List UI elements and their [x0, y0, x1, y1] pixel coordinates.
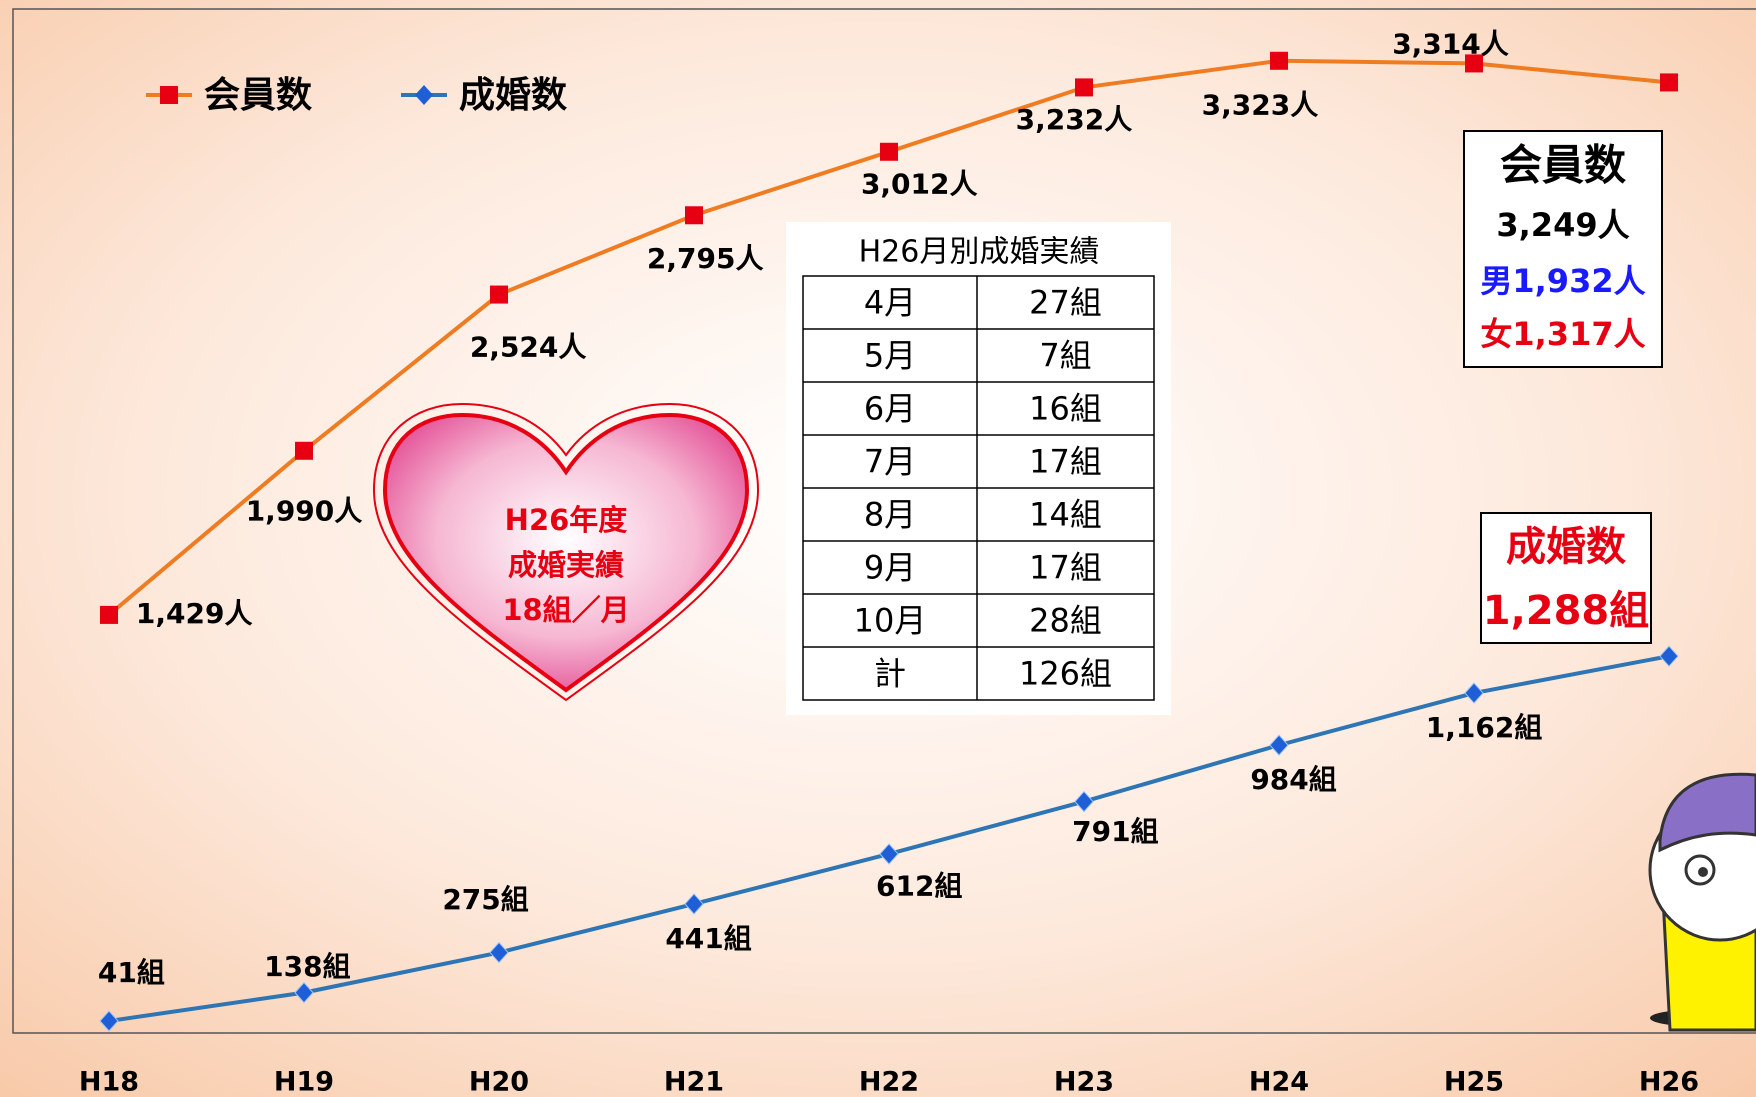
- data-label: 984組: [1250, 763, 1336, 796]
- table-cell: 27組: [1029, 284, 1102, 322]
- data-label: 41組: [98, 956, 165, 989]
- table-background: [786, 222, 1171, 715]
- data-label: 275組: [442, 883, 528, 916]
- table-cell: 7月: [864, 443, 916, 481]
- marriage-box-title: 成婚数: [1506, 524, 1626, 570]
- x-tick-label: H18: [79, 1067, 139, 1097]
- member-box-title: 会員数: [1500, 141, 1626, 190]
- member-male: 男1,932人: [1480, 262, 1645, 300]
- table-cell: 6月: [864, 390, 916, 428]
- marriage-total: 1,288組: [1483, 588, 1650, 634]
- data-label: 3,314人: [1392, 27, 1509, 60]
- table-cell: 計: [874, 655, 906, 693]
- table-cell: 5月: [864, 337, 916, 375]
- data-label: 791組: [1072, 815, 1158, 848]
- marker: [1660, 73, 1678, 91]
- table-cell: 126組: [1019, 655, 1112, 693]
- data-label: 441組: [665, 922, 751, 955]
- x-tick-label: H26: [1639, 1067, 1699, 1097]
- table-cell: 17組: [1029, 443, 1102, 481]
- legend-marker: [160, 86, 178, 104]
- x-tick-label: H22: [859, 1067, 919, 1097]
- x-tick-label: H20: [469, 1067, 529, 1097]
- marker: [490, 286, 508, 304]
- marker: [295, 442, 313, 460]
- table-cell: 14組: [1029, 496, 1102, 534]
- monthly-table: H26月別成婚実績 4月 27組 5月 7組 6月 16組 7月 17組 8月 14組 9月 17組 1…: [786, 222, 1171, 715]
- marker: [685, 206, 703, 224]
- data-label: 2,524人: [470, 330, 587, 363]
- heart-text: 18組／月: [502, 593, 629, 627]
- heart-text: 成婚実績: [508, 548, 624, 582]
- chart: H26年度 成婚実績 18組／月 会員数 3,249人 男1,932人 女1,3…: [0, 0, 1756, 1097]
- legend-label: 成婚数: [459, 75, 567, 116]
- x-tick-label: H25: [1444, 1067, 1504, 1097]
- table-cell: 10月: [854, 602, 927, 640]
- table-cell: 4月: [864, 284, 916, 322]
- marker: [1075, 78, 1093, 96]
- data-label: 138組: [264, 950, 350, 983]
- data-label: 612組: [876, 870, 962, 903]
- x-tick-label: H24: [1249, 1067, 1309, 1097]
- table-cell: 8月: [864, 496, 916, 534]
- member-total: 3,249人: [1496, 206, 1629, 244]
- table-title: H26月別成婚実績: [859, 235, 1100, 270]
- data-label: 1,429人: [136, 597, 253, 630]
- data-label: 2,795人: [647, 242, 764, 275]
- table-cell: 28組: [1029, 602, 1102, 640]
- data-label: 3,323人: [1202, 89, 1319, 122]
- table-cell: 7組: [1039, 337, 1091, 375]
- member-female: 女1,317人: [1480, 315, 1645, 353]
- x-tick-label: H19: [274, 1067, 334, 1097]
- table-cell: 17組: [1029, 549, 1102, 587]
- legend-label: 会員数: [204, 75, 312, 116]
- marker: [1270, 52, 1288, 70]
- heart-text: H26年度: [505, 503, 628, 537]
- x-tick-label: H23: [1054, 1067, 1114, 1097]
- data-label: 3,012人: [861, 167, 978, 200]
- marker: [880, 143, 898, 161]
- table-cell: 9月: [864, 549, 916, 587]
- x-tick-label: H21: [664, 1067, 724, 1097]
- data-label: 3,232人: [1016, 103, 1133, 136]
- table-cell: 16組: [1029, 390, 1102, 428]
- marker: [100, 606, 118, 624]
- data-label: 1,990人: [246, 494, 363, 527]
- data-label: 1,162組: [1426, 711, 1543, 744]
